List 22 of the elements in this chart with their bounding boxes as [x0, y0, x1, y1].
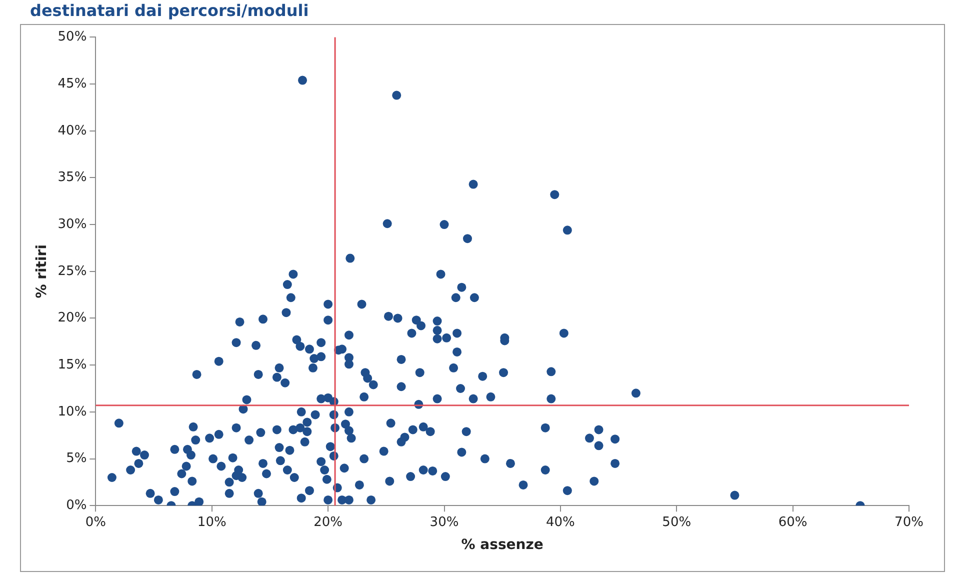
- chart-title: destinatari dai percorsi/moduli: [30, 0, 309, 20]
- x-tick-label: 0%: [85, 514, 106, 530]
- y-tick-label: 5%: [66, 451, 87, 466]
- x-tick-label: 40%: [546, 514, 575, 530]
- x-tick-label: 60%: [778, 514, 808, 530]
- x-tick-label: 10%: [197, 514, 226, 530]
- x-tick-label: 50%: [662, 514, 692, 530]
- x-axis-title: % assenze: [461, 537, 544, 554]
- y-tick-label: 25%: [58, 264, 87, 279]
- y-tick-label: 10%: [58, 404, 87, 420]
- y-tick-label: 15%: [58, 357, 87, 372]
- x-tick-label: 20%: [314, 514, 343, 530]
- y-tick-label: 20%: [58, 310, 87, 326]
- y-axis-title: % ritiri: [34, 244, 50, 298]
- x-tick-label: 30%: [430, 514, 459, 530]
- x-tick-label: 70%: [894, 514, 924, 530]
- y-tick-label: 40%: [58, 123, 87, 138]
- y-tick-label: 0%: [66, 498, 87, 513]
- y-tick-label: 35%: [58, 170, 87, 186]
- y-tick-label: 50%: [58, 30, 87, 45]
- y-tick-label: 45%: [58, 76, 87, 92]
- y-tick-label: 30%: [58, 216, 87, 232]
